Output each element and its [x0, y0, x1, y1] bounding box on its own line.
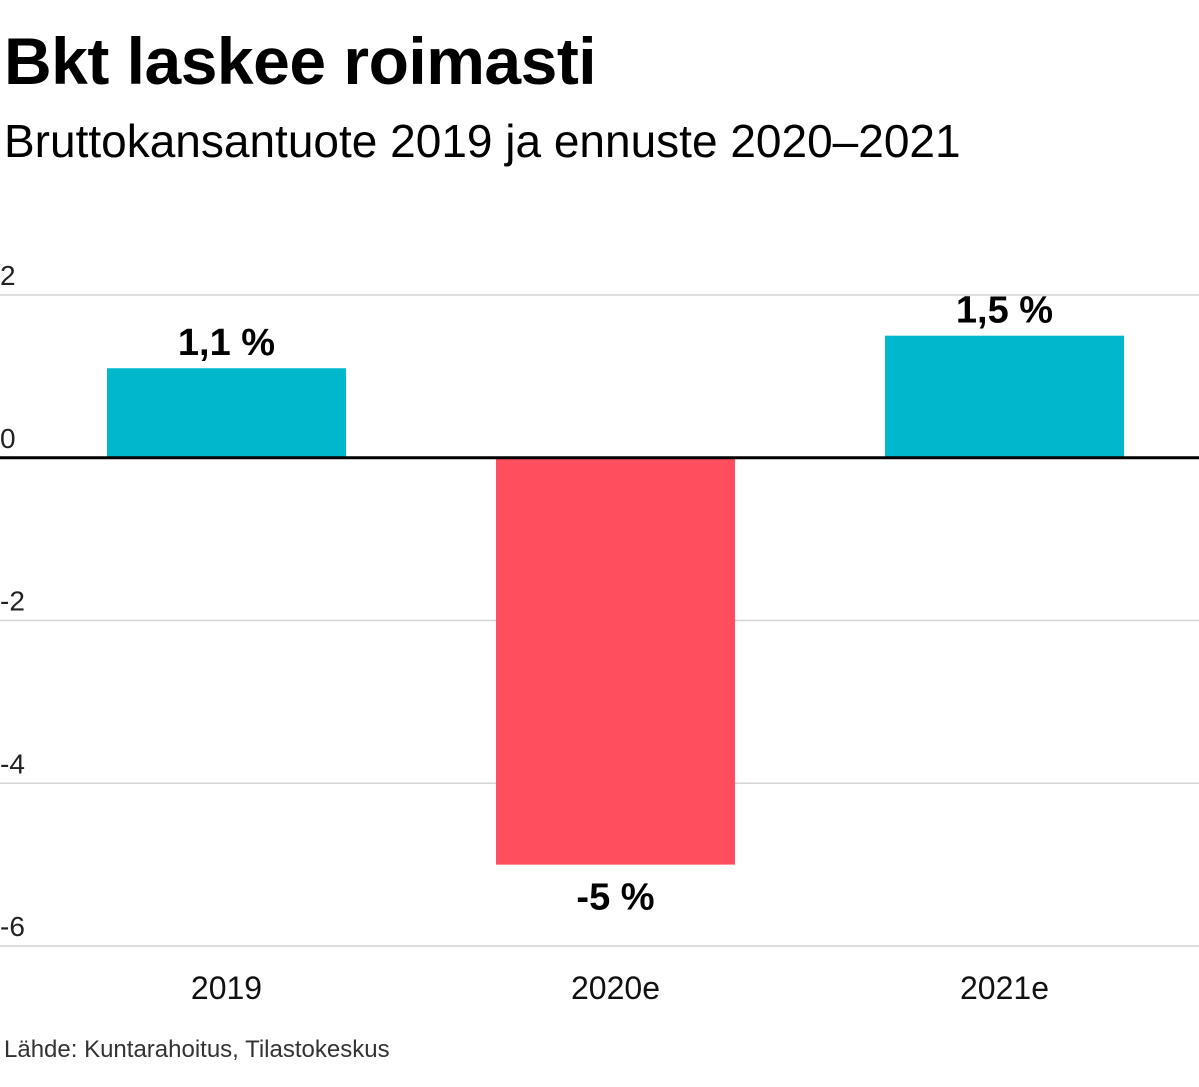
source-note: Lähde: Kuntarahoitus, Tilastokeskus — [4, 1036, 390, 1063]
y-tick-label: -4 — [0, 748, 25, 779]
chart-subtitle: Bruttokansantuote 2019 ja ennuste 2020–2… — [4, 115, 961, 167]
y-tick-label: 0 — [0, 423, 16, 454]
bar-2020e — [496, 457, 735, 865]
x-axis-label: 2020e — [571, 970, 660, 1006]
y-tick-label: -2 — [0, 586, 25, 617]
bar-2021e — [885, 335, 1124, 458]
data-label: 1,5 % — [956, 290, 1053, 332]
chart-title: Bkt laskee roimasti — [4, 24, 597, 98]
data-label: -5 % — [576, 877, 654, 919]
x-axis-labels: 2019 2020e 2021e — [191, 970, 1049, 1006]
x-axis-label: 2019 — [191, 970, 262, 1006]
data-label: 1,1 % — [178, 322, 275, 364]
bar-2019 — [107, 368, 346, 458]
y-tick-label: -6 — [0, 911, 25, 942]
y-axis-ticks: 2 0 -2 -4 -6 — [0, 260, 25, 942]
data-labels: 1,1 % -5 % 1,5 % — [178, 290, 1053, 919]
bars — [107, 335, 1124, 865]
x-axis-label: 2021e — [960, 970, 1049, 1006]
y-tick-label: 2 — [0, 260, 16, 291]
